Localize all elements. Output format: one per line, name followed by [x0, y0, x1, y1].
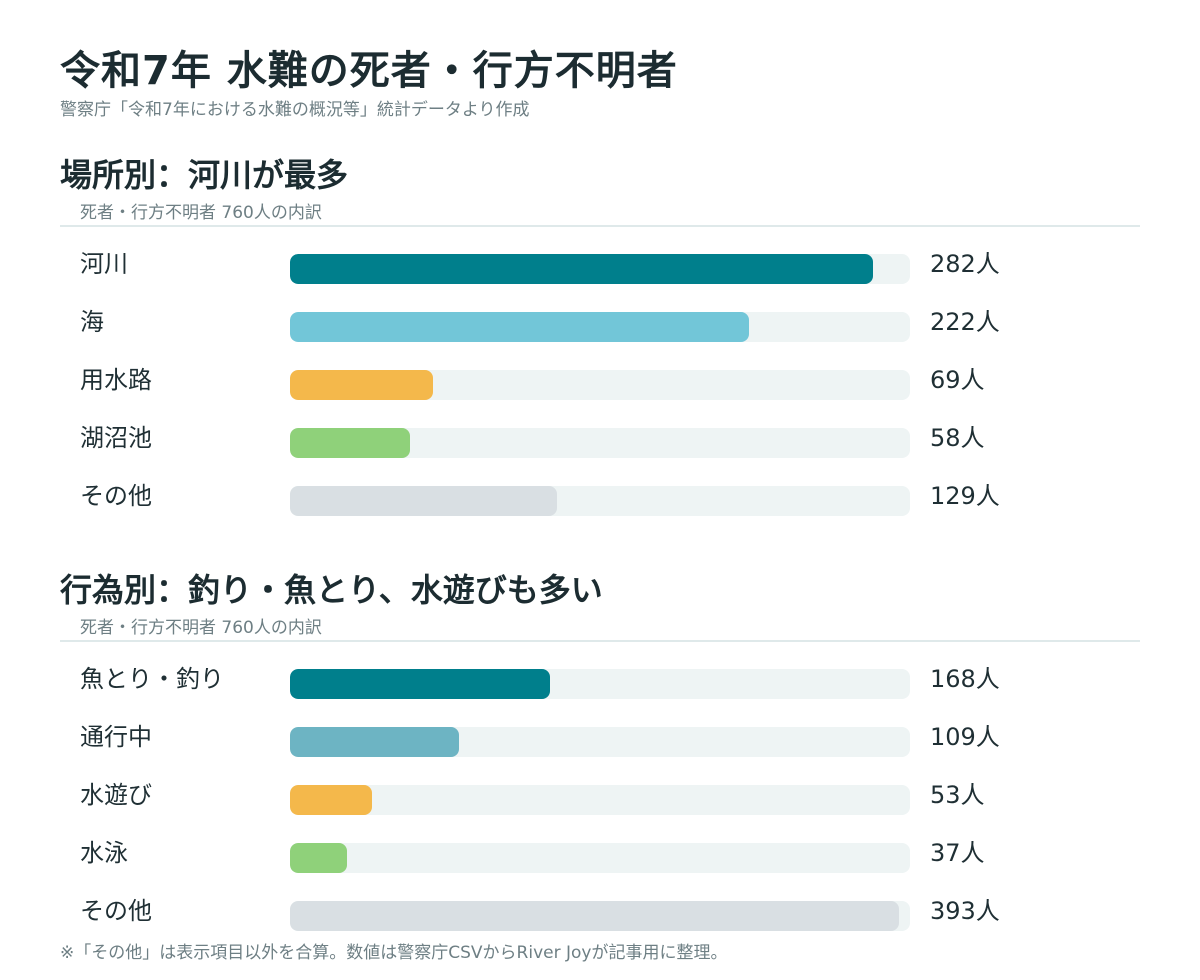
activity-chart-title: 行為別：釣り・魚とり、水遊びも多い	[60, 571, 603, 609]
bar-label: 魚とり・釣り	[80, 665, 224, 693]
bar	[290, 901, 900, 931]
bar	[290, 843, 348, 873]
bar-row: 水泳 37人	[0, 839, 1200, 879]
bar	[290, 312, 749, 342]
bar-row: 湖沼池 58人	[0, 424, 1200, 464]
page-subtitle: 警察庁「令和7年における水難の概況等」統計データより作成	[60, 100, 530, 120]
bar-track	[290, 727, 910, 757]
bar-value-label: 58人	[930, 424, 985, 452]
bar-label: 通行中	[80, 723, 152, 751]
bar-value-label: 222人	[930, 308, 1000, 336]
bar	[290, 669, 551, 699]
bar-row: 海 222人	[0, 308, 1200, 348]
bar-value-label: 53人	[930, 781, 985, 809]
bar-value-label: 109人	[930, 723, 1000, 751]
bar	[290, 785, 373, 815]
page-title: 令和7年 水難の死者・行方不明者	[60, 48, 678, 94]
location-chart-divider	[60, 225, 1140, 227]
bar-row: その他 129人	[0, 482, 1200, 522]
bar-row: 魚とり・釣り 168人	[0, 665, 1200, 705]
bar-value-label: 37人	[930, 839, 985, 867]
bar-value-label: 393人	[930, 897, 1000, 925]
bar-row: その他 393人	[0, 897, 1200, 937]
bar-label: 水遊び	[80, 781, 152, 809]
bar-track	[290, 785, 910, 815]
bar	[290, 486, 557, 516]
bar	[290, 370, 433, 400]
bar	[290, 254, 873, 284]
bar-label: 湖沼池	[80, 424, 152, 452]
bar-row: 用水路 69人	[0, 366, 1200, 406]
bar-track	[290, 370, 910, 400]
bar-track	[290, 669, 910, 699]
bar-label: その他	[80, 897, 152, 925]
activity-chart-divider	[60, 640, 1140, 642]
bar	[290, 727, 459, 757]
bar-track	[290, 901, 910, 931]
bar-value-label: 168人	[930, 665, 1000, 693]
footnote: ※「その他」は表示項目以外を合算。数値は警察庁CSVからRiver Joyが記事…	[60, 943, 728, 963]
location-chart-note: 死者・行方不明者 760人の内訳	[80, 203, 322, 223]
bar-label: その他	[80, 482, 152, 510]
bar-label: 用水路	[80, 366, 152, 394]
bar-value-label: 69人	[930, 366, 985, 394]
bar-track	[290, 312, 910, 342]
bar-row: 通行中 109人	[0, 723, 1200, 763]
bar-value-label: 282人	[930, 250, 1000, 278]
bar-track	[290, 254, 910, 284]
bar-track	[290, 843, 910, 873]
location-chart-title: 場所別：河川が最多	[60, 156, 349, 194]
bar-label: 海	[80, 308, 104, 336]
bar-row: 水遊び 53人	[0, 781, 1200, 821]
activity-chart-note: 死者・行方不明者 760人の内訳	[80, 618, 322, 638]
bar-label: 河川	[80, 250, 128, 278]
bar-track	[290, 428, 910, 458]
bar	[290, 428, 410, 458]
bar-value-label: 129人	[930, 482, 1000, 510]
bar-label: 水泳	[80, 839, 128, 867]
bar-row: 河川 282人	[0, 250, 1200, 290]
bar-track	[290, 486, 910, 516]
